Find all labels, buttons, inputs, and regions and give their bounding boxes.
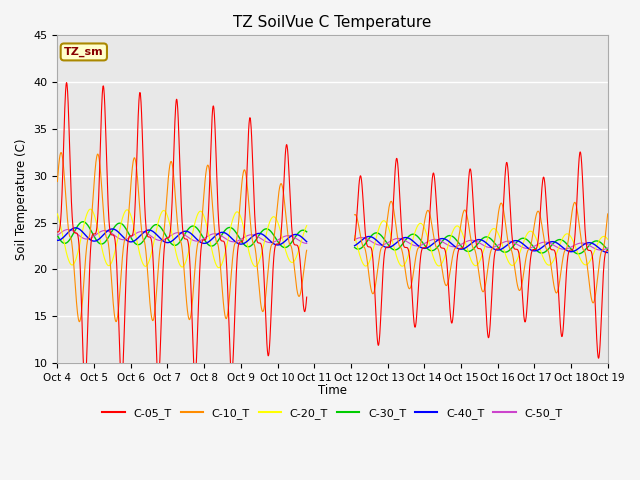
Text: TZ_sm: TZ_sm bbox=[64, 47, 104, 57]
Legend: C-05_T, C-10_T, C-20_T, C-30_T, C-40_T, C-50_T: C-05_T, C-10_T, C-20_T, C-30_T, C-40_T, … bbox=[98, 403, 567, 423]
X-axis label: Time: Time bbox=[318, 384, 347, 397]
Title: TZ SoilVue C Temperature: TZ SoilVue C Temperature bbox=[234, 15, 432, 30]
Y-axis label: Soil Temperature (C): Soil Temperature (C) bbox=[15, 138, 28, 260]
